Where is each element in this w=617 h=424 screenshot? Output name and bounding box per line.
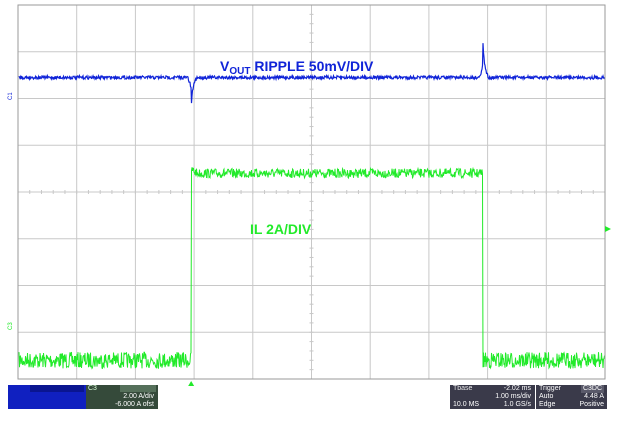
trigger-panel[interactable]: Trigger C3DC Auto 4.48 A Edge Positive xyxy=(536,385,607,409)
c3-channel-panel[interactable]: C3 2.00 A/div -6.000 A ofst xyxy=(86,385,158,409)
c3-ground-marker: C3 xyxy=(8,322,14,330)
graticule-grid xyxy=(17,4,606,380)
c1-ground-marker: C1 xyxy=(8,92,14,100)
trigger-source-badge: C3DC xyxy=(580,385,604,393)
c3-current-trace xyxy=(18,166,605,370)
timebase-panel[interactable]: Tbase -2.02 ms 1.00 ms/div 10.0 MS 1.0 G… xyxy=(450,385,535,409)
trigger-position-marker xyxy=(188,381,195,386)
c1-label: VOUT RIPPLE 50mV/DIV xyxy=(220,58,374,77)
c1-vout-trace xyxy=(18,43,606,104)
c1-channel-panel[interactable] xyxy=(8,385,86,409)
c3-badge xyxy=(120,385,156,392)
c3-label: IL 2A/DIV xyxy=(250,221,312,237)
trigger-level-marker xyxy=(605,226,611,232)
plot-frame xyxy=(17,4,606,380)
